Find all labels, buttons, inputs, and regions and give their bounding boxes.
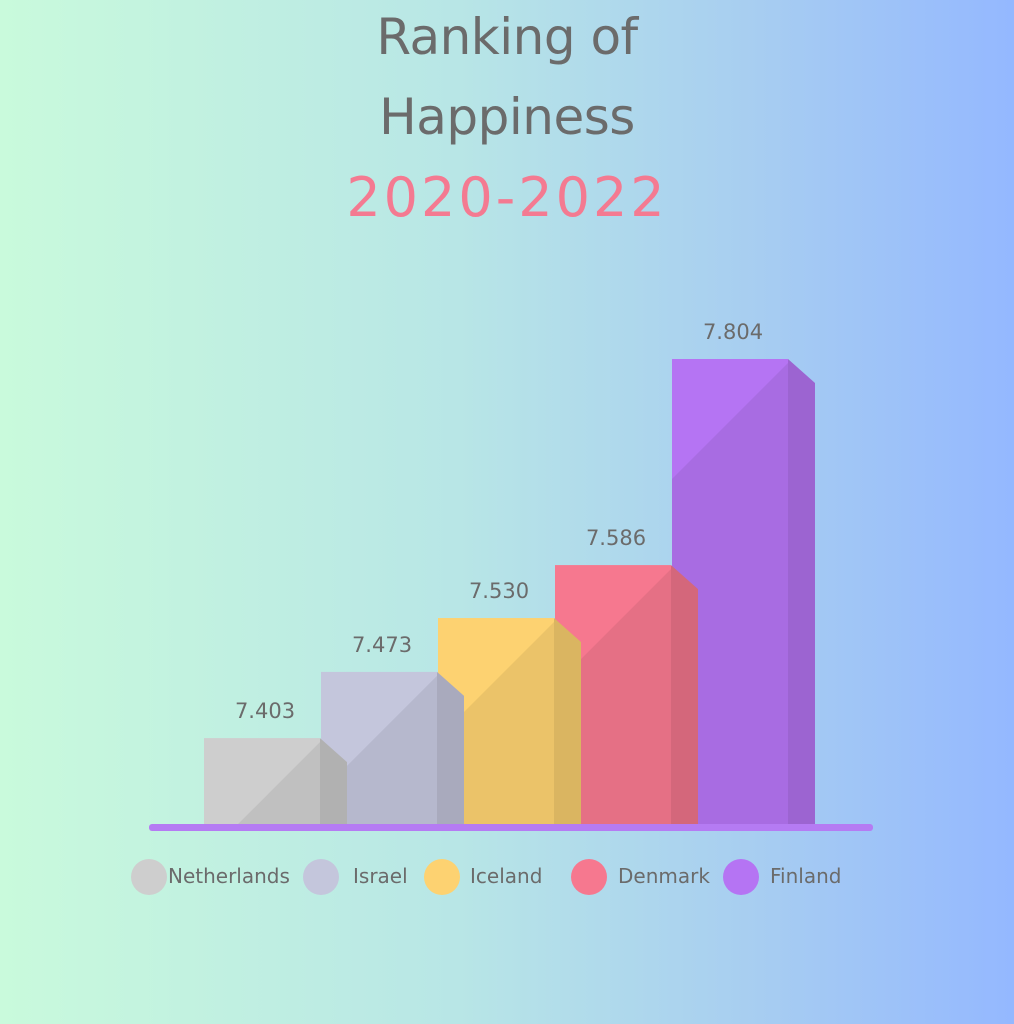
bar-side-israel [437, 671, 464, 826]
bar-shade-iceland [438, 622, 554, 826]
bars-group [204, 359, 815, 826]
bar-shade-israel [321, 675, 437, 826]
value-label-netherlands: 7.403 [235, 699, 295, 723]
bar-israel[interactable] [321, 671, 464, 826]
legend-label-israel: Israel [353, 864, 408, 888]
legend-swatch-denmark [571, 859, 607, 895]
value-label-israel: 7.473 [352, 633, 412, 657]
value-label-iceland: 7.530 [469, 579, 529, 603]
value-label-denmark: 7.586 [586, 526, 646, 550]
legend-swatch-netherlands [131, 859, 167, 895]
chart-title-line-2: Happiness [379, 88, 635, 146]
chart-subtitle: 2020-2022 [346, 166, 668, 229]
chart-legend: Netherlands Israel Iceland Denmark Finland [0, 856, 1014, 900]
legend-label-netherlands: Netherlands [168, 864, 290, 888]
bar-shade-netherlands [236, 742, 320, 826]
bar-side-finland [788, 359, 815, 826]
bar-netherlands[interactable] [204, 738, 347, 826]
legend-label-iceland: Iceland [470, 864, 543, 888]
legend-label-denmark: Denmark [618, 864, 710, 888]
bar-shade-finland [672, 363, 788, 826]
chart-baseline [149, 824, 873, 831]
legend-swatch-finland [723, 859, 759, 895]
value-labels-group: 7.804 7.586 7.530 7.473 7.403 [235, 320, 763, 723]
chart-title-line-1: Ranking of [376, 8, 638, 66]
bar-side-iceland [554, 618, 581, 826]
legend-swatch-israel [303, 859, 339, 895]
legend-swatch-iceland [424, 859, 460, 895]
legend-label-finland: Finland [770, 864, 842, 888]
value-label-finland: 7.804 [703, 320, 763, 344]
bar-iceland[interactable] [438, 618, 581, 826]
bar-side-denmark [671, 565, 698, 826]
bar-shade-denmark [555, 569, 671, 826]
bar-side-netherlands [320, 738, 347, 826]
